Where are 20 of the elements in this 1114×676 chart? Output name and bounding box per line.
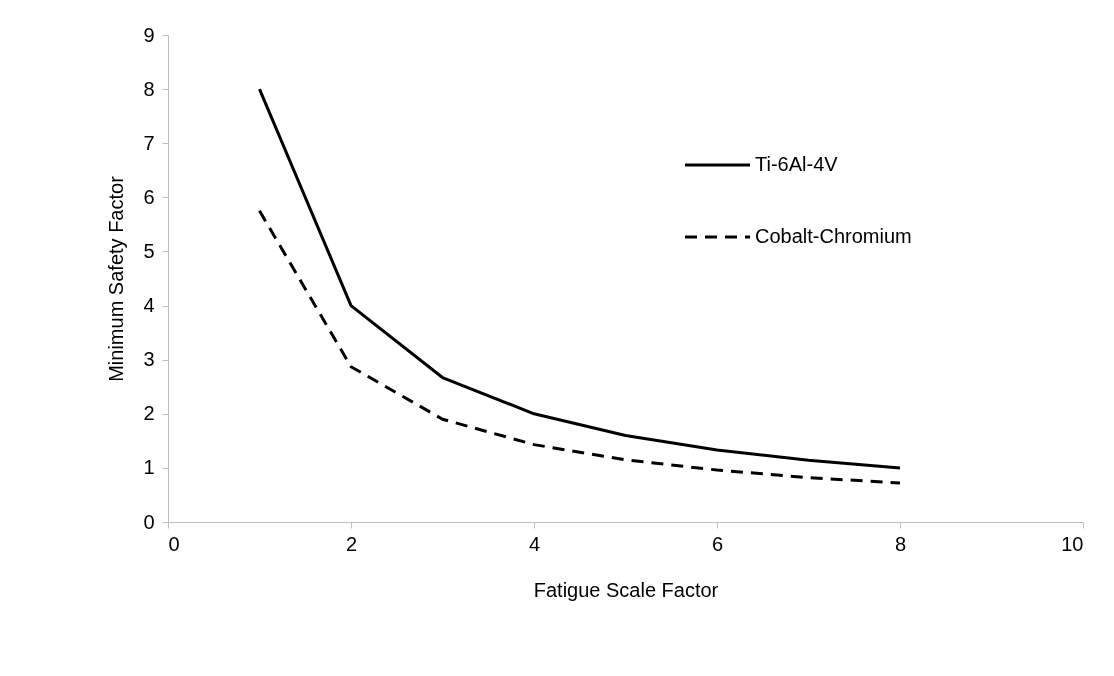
x-tick-label: 0 bbox=[168, 532, 180, 555]
x-tick-label: 2 bbox=[345, 532, 358, 555]
y-tick-label: 9 bbox=[143, 23, 155, 46]
y-tick-label: 4 bbox=[143, 294, 155, 317]
x-tick-label: 6 bbox=[711, 532, 724, 555]
x-axis-title: Fatigue Scale Factor bbox=[533, 578, 719, 601]
x-tick-label: 8 bbox=[894, 532, 907, 555]
y-axis-title: Minimum Safety Factor bbox=[105, 175, 128, 382]
y-tick-label: 6 bbox=[143, 185, 155, 208]
y-tick-label: 0 bbox=[143, 510, 155, 533]
y-tick-label: 5 bbox=[143, 239, 155, 262]
x-tick-label: 4 bbox=[528, 532, 541, 555]
legend-label: Cobalt-Chromium bbox=[755, 225, 912, 247]
y-tick-label: 7 bbox=[143, 131, 155, 154]
y-tick-label: 3 bbox=[143, 348, 155, 371]
x-tick-label: 10 bbox=[1061, 532, 1084, 555]
legend-label: Ti-6Al-4V bbox=[755, 153, 839, 175]
y-tick-label: 8 bbox=[143, 77, 155, 100]
y-tick-label: 1 bbox=[143, 456, 155, 479]
y-tick-label: 2 bbox=[143, 402, 155, 425]
